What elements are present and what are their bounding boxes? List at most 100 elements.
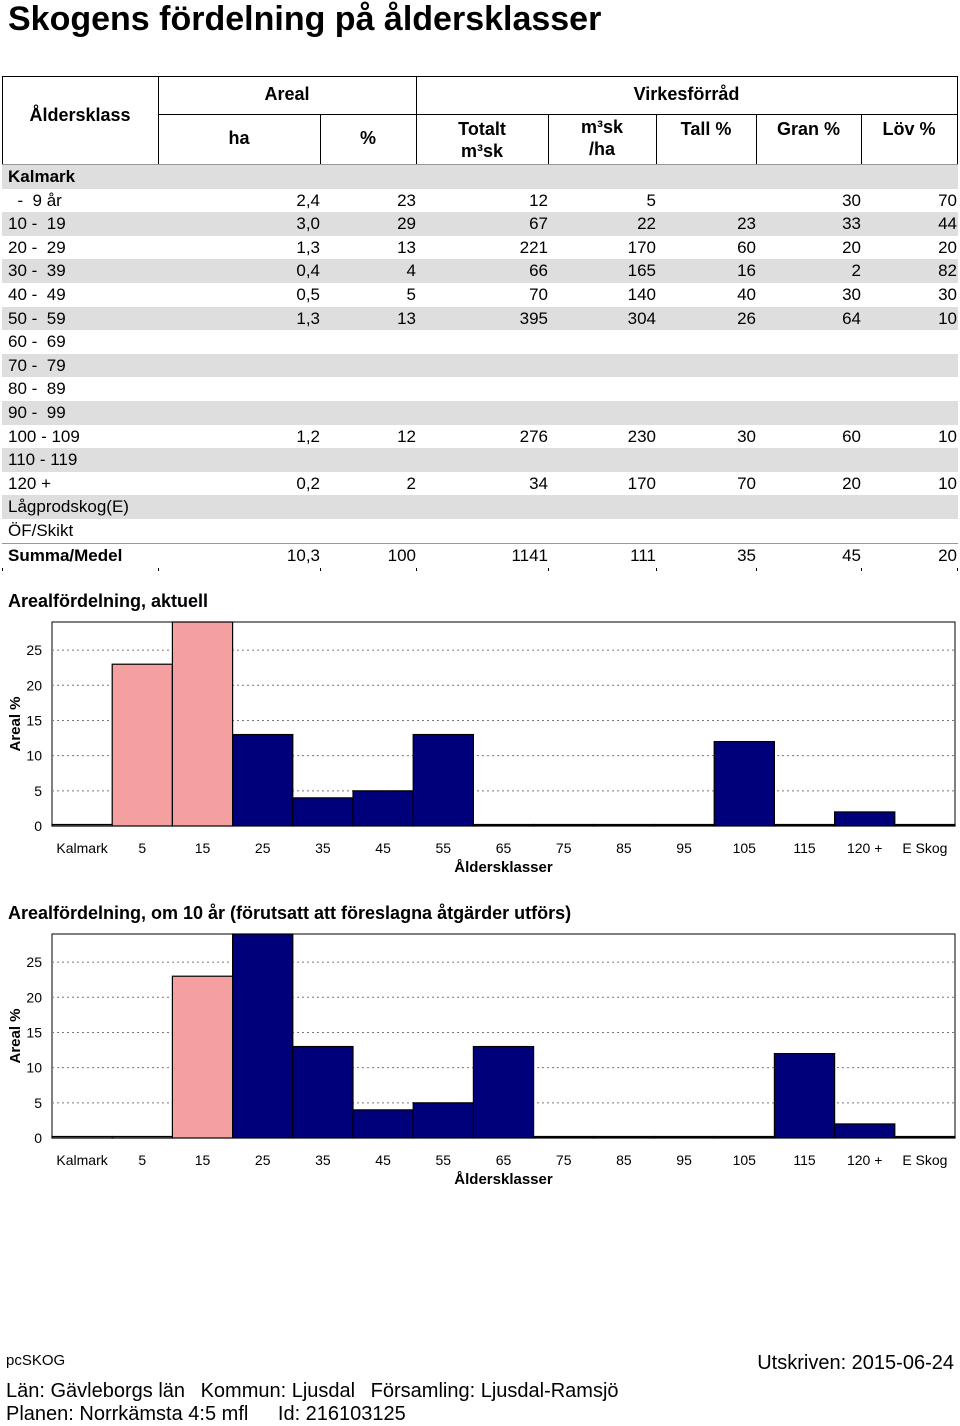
y-tick-label: 10 <box>26 748 42 764</box>
x-axis-label: Åldersklasser <box>454 1171 553 1188</box>
cell-gran: 33 <box>842 214 861 234</box>
row-label: 50 - 59 <box>8 308 66 328</box>
table-row: - 9 år 2,4 23 12 5 30 70 <box>2 189 958 213</box>
y-tick-label: 20 <box>26 989 42 1005</box>
bar-85 <box>593 823 655 827</box>
header-pct: % <box>359 128 376 148</box>
x-tick-label: 55 <box>436 840 452 856</box>
row-label: 100 - 109 <box>8 426 80 446</box>
plan-id: Id: 216103125 <box>277 1403 406 1425</box>
y-tick-label: 15 <box>26 712 42 728</box>
y-tick-label: 15 <box>26 1024 42 1040</box>
table-row: 110 - 119 <box>2 448 958 472</box>
bar-85 <box>593 1135 655 1139</box>
table-row: 10 - 19 3,0 29 67 22 23 33 44 <box>2 212 958 236</box>
cell-m3ha: 170 <box>627 473 656 493</box>
cell-tot: 12 <box>529 190 548 210</box>
x-tick-label: 105 <box>733 840 757 856</box>
cell-m3ha: 230 <box>627 426 656 446</box>
cell-m3ha: 140 <box>627 284 656 304</box>
cell-pct: 13 <box>397 308 416 328</box>
bar-ESkog <box>894 1135 956 1139</box>
row-label: 30 - 39 <box>8 261 66 281</box>
table-row: 20 - 29 1,3 13 221 170 60 20 20 <box>2 236 958 260</box>
cell-tall: 23 <box>737 214 756 234</box>
cell-tot: 70 <box>529 284 548 304</box>
y-tick-label: 10 <box>26 1060 42 1076</box>
cell-gran: 45 <box>842 545 861 565</box>
bar-5 <box>111 663 173 827</box>
x-tick-label: 85 <box>616 840 632 856</box>
cell-pct: 29 <box>397 214 416 234</box>
cell-tall: 60 <box>737 237 756 257</box>
bar-75 <box>532 1135 595 1139</box>
chart-title-future: Arealfördelning, om 10 år (förutsatt att… <box>8 903 572 923</box>
cell-tall: 35 <box>737 545 756 565</box>
cell-ha: 0,4 <box>296 261 320 281</box>
x-tick-label: 5 <box>138 1152 146 1168</box>
row-label: 40 - 49 <box>8 284 66 304</box>
header-totalt-line2: m³sk <box>460 141 504 161</box>
bar-chart-current: 0 5 10 15 20 25 Kalmark 5 15 25 35 45 55 65 75 85 95 105 1… <box>7 621 956 876</box>
bar-95 <box>653 1135 715 1139</box>
cell-ha: 0,5 <box>296 284 320 304</box>
table-row: 90 - 99 <box>2 400 958 425</box>
bar-115 <box>773 823 836 827</box>
cell-ha: 0,2 <box>296 473 320 493</box>
x-tick-label: 25 <box>255 840 271 856</box>
table-row: 120 + 0,2 2 34 170 70 20 10 <box>2 472 958 496</box>
bar-65 <box>472 823 535 827</box>
bar-35 <box>292 797 354 827</box>
cell-ha: 3,0 <box>296 214 320 234</box>
x-tick-label: 120 + <box>847 1152 882 1168</box>
bar-95 <box>653 823 715 827</box>
header-gran: Gran % <box>776 119 841 139</box>
cell-ha: 1,2 <box>296 426 320 446</box>
bar-45 <box>352 790 414 827</box>
header-m3ha-line1: m³sk <box>580 117 624 137</box>
x-tick-label: 75 <box>556 840 572 856</box>
cell-m3ha: 5 <box>646 190 656 210</box>
print-date: Utskriven: 2015-06-24 <box>757 1352 954 1374</box>
bar-ESkog <box>894 823 956 827</box>
cell-m3ha: 304 <box>627 308 656 328</box>
cell-lov: 20 <box>938 545 957 565</box>
bar-65 <box>472 1045 535 1139</box>
cell-tall: 70 <box>737 473 756 493</box>
bar-15 <box>171 621 234 827</box>
cell-pct: 23 <box>397 190 416 210</box>
row-label: 70 - 79 <box>8 355 66 375</box>
bar-Kalmark <box>51 1135 113 1139</box>
cell-tot: 1141 <box>511 545 548 565</box>
cell-m3ha: 111 <box>630 545 656 565</box>
x-tick-label: 35 <box>315 1152 331 1168</box>
cell-ha: 1,3 <box>296 237 320 257</box>
bar-120 <box>833 1123 896 1139</box>
cell-m3ha: 22 <box>637 214 656 234</box>
row-label: - 9 år <box>8 190 62 210</box>
location-line: Län: Gävleborgs län Kommun: Ljusdal Förs… <box>6 1380 629 1403</box>
bar-55 <box>412 1102 475 1139</box>
bar-120 <box>833 811 896 827</box>
x-tick-label: 5 <box>138 840 146 856</box>
kommun-label: Kommun: Ljusdal <box>200 1380 356 1402</box>
y-tick-label: 5 <box>34 783 42 799</box>
x-tick-label: 15 <box>195 840 211 856</box>
cell-gran: 60 <box>842 426 861 446</box>
software-name: pcSKOG <box>6 1352 66 1369</box>
cell-ha: 2,4 <box>296 190 320 210</box>
bar-25 <box>232 733 294 827</box>
cell-gran: 20 <box>842 473 861 493</box>
header-ha: ha <box>228 128 250 148</box>
header-tall: Tall % <box>680 119 732 139</box>
cell-pct: 12 <box>397 426 416 446</box>
bar-15 <box>171 975 234 1139</box>
header-lov: Löv % <box>882 119 936 139</box>
bar-Kalmark <box>51 823 113 827</box>
cell-lov: 82 <box>938 261 957 281</box>
bar-5 <box>111 1135 173 1139</box>
cell-pct: 4 <box>406 261 416 281</box>
x-axis-label: Åldersklasser <box>454 859 553 876</box>
header-aldersklass: Åldersklass <box>29 105 131 125</box>
x-tick-label: Kalmark <box>56 840 108 856</box>
